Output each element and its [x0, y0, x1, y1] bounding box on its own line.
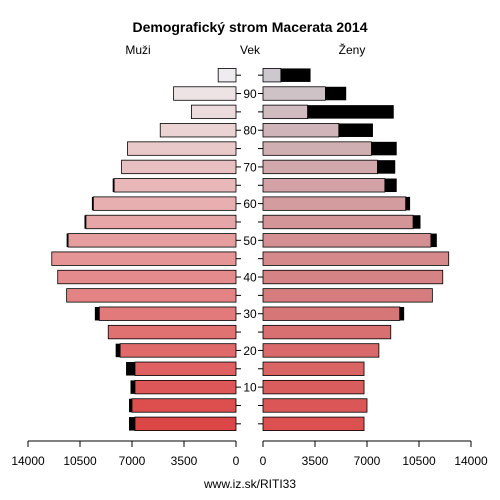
female-bar [262, 361, 365, 376]
female-bar [262, 141, 372, 156]
female-bar [262, 159, 378, 175]
x-tick-label-left: 7000 [119, 454, 146, 468]
female-bar [262, 269, 444, 285]
x-tick-label-right: 3500 [302, 454, 329, 468]
female-bar [262, 416, 365, 431]
age-tick-label: 70 [243, 160, 257, 174]
male-bar [85, 214, 237, 230]
right-series-label: Ženy [339, 42, 366, 57]
male-bar [113, 178, 237, 193]
age-axis-label: Vek [240, 43, 261, 57]
male-bar [92, 196, 237, 211]
female-bar [262, 324, 392, 340]
female-bars [262, 68, 450, 431]
male-bar [107, 324, 237, 340]
x-tick-label-right: 7000 [354, 454, 381, 468]
male-bar [121, 159, 237, 175]
male-bar [217, 68, 237, 83]
male-bar [191, 104, 237, 120]
age-tick-label: 10 [243, 381, 257, 395]
male-bar [131, 398, 237, 413]
x-tick-label-left: 3500 [171, 454, 198, 468]
male-bar [67, 233, 237, 248]
female-bar [262, 306, 401, 321]
age-tick-label: 50 [243, 234, 257, 248]
female-bar [262, 233, 432, 248]
male-bar [66, 288, 237, 303]
age-tick-label: 80 [243, 124, 257, 138]
x-tick-label-right: 0 [260, 454, 267, 468]
age-tick-label: 20 [243, 344, 257, 358]
female-bar [262, 398, 368, 413]
age-tick-label: 40 [243, 271, 257, 285]
female-bar [262, 123, 340, 138]
female-bar [262, 178, 386, 193]
female-bar [262, 86, 326, 101]
male-bar [119, 343, 237, 358]
male-bar [134, 361, 237, 376]
male-bar [134, 379, 237, 395]
female-bar [262, 68, 282, 83]
female-bar [262, 343, 380, 358]
x-tick-label-right: 14000 [454, 454, 488, 468]
male-bar [51, 251, 237, 266]
male-bar [159, 123, 237, 138]
x-tick-label-left: 0 [233, 454, 240, 468]
age-tick-label: 90 [243, 87, 257, 101]
female-bar [262, 288, 433, 303]
x-tick-label-left: 10500 [63, 454, 97, 468]
x-tick-label-left: 14000 [11, 454, 45, 468]
male-bar [173, 86, 237, 101]
age-tick-label: 30 [243, 307, 257, 321]
x-axes: 14000 10500 7000 3500 0 0 3500 7000 10500 14000 [11, 440, 488, 468]
age-axis: 10 20 30 40 50 60 70 80 90 [236, 74, 263, 425]
male-bar [98, 306, 237, 321]
female-bar [262, 251, 450, 266]
male-bar [134, 416, 237, 431]
source-caption: www.iz.sk/RITI33 [203, 477, 296, 491]
female-bar [262, 104, 308, 120]
age-tick-label: 60 [243, 197, 257, 211]
chart-title: Demografický strom Macerata 2014 [132, 19, 367, 35]
female-bar [262, 379, 365, 395]
female-bar [262, 196, 407, 211]
left-series-label: Muži [125, 43, 150, 57]
male-bar [127, 141, 237, 156]
male-bars [51, 68, 237, 431]
female-bar [262, 214, 414, 230]
x-tick-label-right: 10500 [402, 454, 436, 468]
male-bar [57, 269, 237, 285]
